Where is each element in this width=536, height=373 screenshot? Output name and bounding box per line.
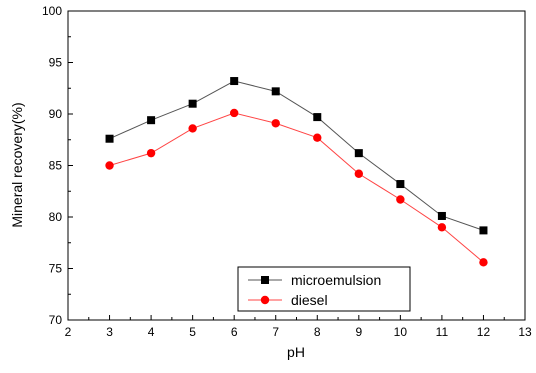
- x-tick-label: 2: [65, 325, 72, 339]
- x-tick-label: 12: [477, 325, 491, 339]
- data-point-diesel: [313, 133, 322, 142]
- data-point-diesel: [354, 169, 364, 178]
- data-point-diesel: [105, 161, 114, 170]
- data-point-diesel: [229, 108, 239, 118]
- y-tick-label: 80: [49, 210, 63, 224]
- legend-marker-microemulsion: [261, 276, 269, 284]
- x-tick-label: 10: [394, 325, 408, 339]
- data-point-microemulsion: [479, 226, 488, 235]
- data-point-diesel: [479, 258, 488, 267]
- x-tick-label: 13: [518, 325, 532, 339]
- x-tick-label: 7: [272, 325, 279, 339]
- x-axis-title: pH: [287, 344, 305, 360]
- data-point-diesel: [146, 148, 156, 158]
- x-tick-label: 4: [148, 325, 155, 339]
- y-axis: 70 75 80 85 90 95 100: [42, 4, 73, 327]
- x-tick-label: 6: [231, 325, 238, 339]
- data-point-microemulsion: [271, 87, 280, 96]
- y-tick-label: 70: [49, 313, 63, 327]
- x-tick-label: 8: [314, 325, 321, 339]
- x-axis: 2 3 4 5 6 7 8 9 10 11 12 13: [65, 315, 532, 339]
- series-line-diesel: [109, 112, 484, 263]
- y-tick-label: 85: [49, 159, 63, 173]
- data-point-microemulsion: [105, 134, 114, 143]
- data-point-diesel: [188, 124, 197, 133]
- data-point-diesel: [271, 119, 280, 128]
- x-tick-label: 5: [189, 325, 196, 339]
- y-tick-label: 75: [49, 262, 63, 276]
- series-line-microemulsion: [109, 80, 484, 231]
- data-point-microemulsion: [437, 211, 446, 220]
- legend-marker-diesel: [260, 295, 270, 305]
- data-point-diesel: [437, 223, 447, 232]
- data-point-microemulsion: [354, 149, 363, 158]
- data-point-microemulsion: [147, 116, 156, 125]
- series-markers: [105, 77, 488, 267]
- y-tick-label: 100: [42, 4, 62, 18]
- x-tick-label: 9: [355, 325, 362, 339]
- data-point-microemulsion: [230, 77, 239, 86]
- series-lines: [109, 80, 484, 263]
- x-tick-label: 11: [436, 325, 449, 339]
- data-point-diesel: [396, 195, 405, 204]
- y-tick-label: 90: [49, 107, 63, 121]
- legend-label-diesel: diesel: [291, 292, 328, 308]
- y-tick-label: 95: [49, 56, 63, 70]
- data-point-microemulsion: [188, 99, 197, 108]
- data-point-microemulsion: [396, 180, 405, 189]
- legend: microemulsion diesel: [237, 266, 411, 312]
- data-point-microemulsion: [313, 113, 322, 122]
- x-tick-label: 3: [106, 325, 113, 339]
- y-axis-title: Mineral recovery(%): [9, 102, 25, 227]
- legend-label-microemulsion: microemulsion: [291, 272, 381, 288]
